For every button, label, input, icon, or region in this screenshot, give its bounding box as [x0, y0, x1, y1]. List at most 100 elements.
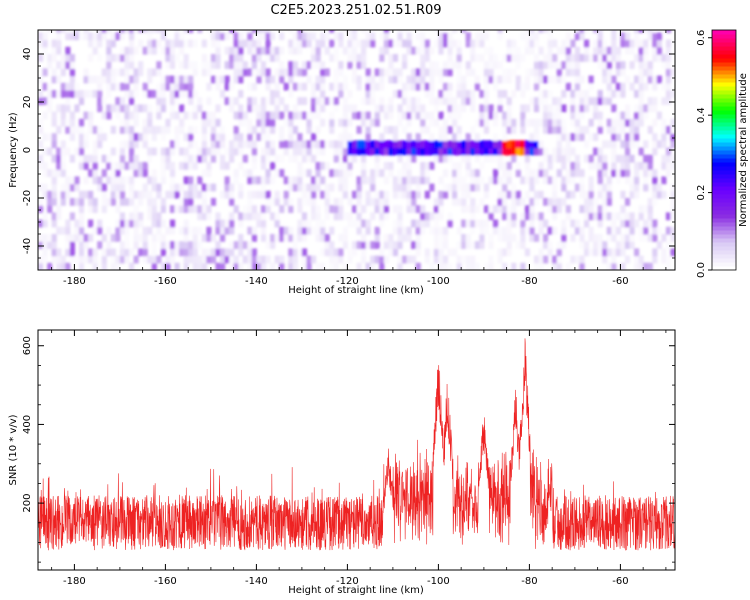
heatmap-cell — [179, 90, 185, 98]
heatmap-cell — [602, 54, 608, 62]
heatmap-cell — [283, 118, 289, 127]
heatmap-cell — [502, 68, 508, 77]
heatmap-cell — [147, 190, 153, 199]
heatmap-cell — [160, 30, 166, 33]
heatmap-cell — [452, 169, 458, 177]
heatmap-cell — [442, 68, 449, 77]
heatmap-cell — [69, 30, 75, 33]
heatmap-cell — [643, 219, 649, 228]
heatmap-cell — [119, 248, 126, 257]
heatmap-cell — [238, 248, 244, 257]
heatmap-cell — [101, 205, 107, 213]
heatmap-cell — [333, 46, 339, 55]
heatmap-cell — [620, 241, 626, 249]
heatmap-cell — [242, 154, 248, 163]
heatmap-cell — [665, 241, 672, 249]
heatmap-cell — [174, 75, 180, 84]
heatmap-cell — [433, 118, 439, 127]
heatmap-cell — [524, 226, 530, 235]
heatmap-cell — [169, 82, 176, 91]
heatmap-cell — [179, 162, 185, 170]
heatmap-cell — [461, 255, 467, 264]
heatmap-cell — [142, 126, 148, 134]
colorbar-tick-label: 0.2 — [696, 185, 707, 201]
heatmap-cell — [238, 234, 244, 242]
heatmap-cell — [442, 147, 449, 156]
heatmap-cell — [274, 234, 280, 242]
heatmap-cell — [615, 111, 621, 120]
heatmap-cell — [493, 169, 499, 177]
heatmap-cell — [101, 154, 107, 163]
heatmap-cell — [411, 82, 417, 91]
heatmap-cell — [665, 97, 672, 105]
heatmap-cell — [151, 90, 157, 98]
heatmap-cell — [183, 255, 189, 264]
heatmap-cell — [320, 226, 326, 235]
heatmap-cell — [83, 68, 89, 77]
heatmap-cell — [670, 162, 675, 170]
heatmap-cell — [670, 248, 675, 257]
heatmap-cell — [506, 219, 512, 228]
heatmap-cell — [270, 234, 276, 242]
heatmap-cell — [611, 219, 617, 228]
heatmap-cell — [474, 118, 480, 127]
colorbar-gradient — [712, 30, 736, 271]
heatmap-cell — [101, 169, 107, 177]
heatmap-cell — [201, 234, 207, 242]
heatmap-cell — [342, 97, 348, 105]
heatmap-cell — [215, 32, 221, 41]
heatmap-cell — [342, 126, 348, 134]
spectrogram-x-tick-label: -140 — [245, 276, 268, 287]
heatmap-cell — [561, 154, 567, 163]
heatmap-cell — [92, 169, 98, 177]
heatmap-cell — [370, 147, 376, 156]
heatmap-cell — [188, 154, 194, 163]
heatmap-cell — [488, 54, 494, 62]
heatmap-cell — [379, 205, 385, 213]
heatmap-cell — [138, 68, 144, 77]
heatmap-cell — [301, 183, 308, 192]
heatmap-cell — [488, 147, 494, 156]
spectrogram-x-tick-label: -160 — [154, 276, 177, 287]
colorbar-band — [712, 234, 736, 239]
heatmap-cell — [620, 68, 626, 77]
heatmap-cell — [92, 154, 98, 163]
heatmap-cell — [520, 82, 526, 91]
heatmap-cell — [192, 255, 198, 264]
heatmap-cell — [74, 255, 80, 264]
heatmap-cell — [210, 133, 217, 141]
heatmap-cell — [247, 212, 253, 221]
heatmap-cell — [561, 75, 567, 84]
heatmap-cell — [288, 248, 294, 257]
heatmap-cell — [215, 262, 221, 270]
heatmap-cell — [638, 262, 644, 270]
heatmap-cell — [656, 183, 662, 192]
heatmap-cell — [38, 126, 44, 134]
heatmap-cell — [65, 147, 71, 156]
heatmap-cell — [579, 169, 585, 177]
heatmap-cell — [624, 176, 631, 185]
heatmap-cell — [38, 241, 44, 249]
heatmap-cell — [233, 46, 239, 55]
heatmap-cell — [347, 255, 353, 264]
heatmap-cell — [588, 176, 594, 185]
heatmap-cell — [169, 97, 176, 105]
heatmap-cell — [47, 262, 53, 270]
heatmap-cell — [115, 255, 121, 264]
heatmap-cell — [561, 133, 567, 141]
heatmap-cell — [115, 262, 121, 270]
heatmap-cell — [543, 234, 549, 242]
heatmap-cell — [251, 234, 257, 242]
heatmap-cell — [65, 248, 71, 257]
heatmap-cell — [324, 190, 330, 199]
heatmap-cell — [220, 75, 226, 84]
heatmap-cell — [69, 248, 75, 257]
heatmap-cell — [183, 75, 189, 84]
heatmap-cell — [506, 162, 512, 170]
heatmap-cell — [488, 262, 494, 270]
heatmap-cell — [179, 248, 185, 257]
heatmap-cell — [251, 262, 257, 270]
heatmap-cell — [506, 248, 512, 257]
heatmap-cell — [392, 147, 399, 156]
heatmap-cell — [220, 90, 226, 98]
